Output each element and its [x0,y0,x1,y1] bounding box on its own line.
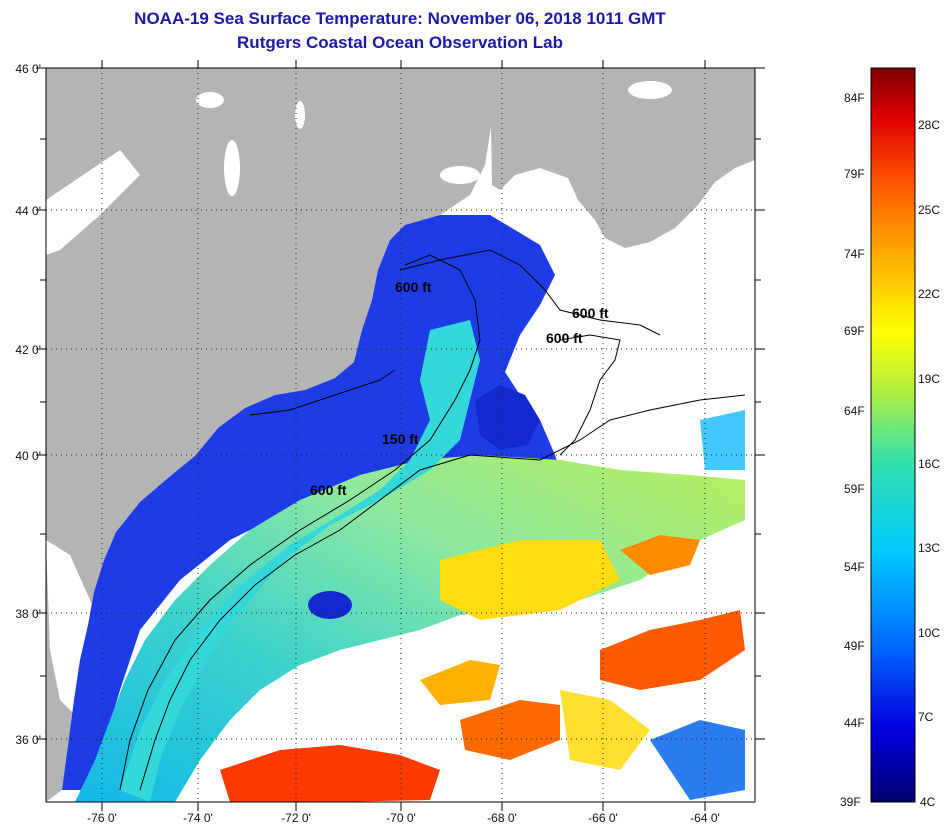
colorbar-label-49f: 49F [844,639,865,653]
lat-tick-label-44: 44 0' [15,204,41,218]
contour-label-4: 150 ft [382,431,419,447]
colorbar-label-79f: 79F [844,167,865,181]
colorbar-label-39f: 39F [840,795,861,809]
colorbar-gradient [870,67,916,803]
land-nova-scotia [596,110,755,240]
colorbar-label-7c: 7C [918,710,934,724]
sst-cold-pocket-georges [475,385,540,450]
colorbar-label-28c: 28C [918,118,940,132]
map-subtitle: Rutgers Coastal Ocean Observation Lab [237,33,563,52]
colorbar-label-19c: 19C [918,372,940,386]
colorbar-label-74f: 74F [844,247,865,261]
lon-tick-label-64: -64 0' [690,811,720,825]
land-us-mainland [46,68,492,802]
sst-water-midshelf [120,320,480,802]
axis-ticks [36,60,765,811]
colorbar-label-4c: 4C [920,795,936,809]
contour-150ft-shelf [119,254,481,791]
colorbar-label-54f: 54F [844,560,865,574]
lon-tick-label-76: -76 0' [87,811,117,825]
lat-tick-label-42: 42 0' [15,343,41,357]
graticule [46,68,755,802]
contour-600ft-shelf [139,394,746,791]
map-area: 600 ft 600 ft 600 ft 150 ft 600 ft [46,68,755,802]
sst-warm-patches [220,410,745,802]
contour-600ft-gulf-maine [399,249,661,336]
lat-tick-label-40: 40 0' [15,449,41,463]
colorbar-label-69f: 69F [844,324,865,338]
lon-tick-label-68: -68 0' [487,811,517,825]
colorbar-label-22c: 22C [918,287,940,301]
colorbar-label-10c: 10C [918,626,940,640]
colorbar-label-84f: 84F [844,91,865,105]
colorbar: 84F 79F 74F 69F 64F 59F 54F 49F 44F 39F … [840,67,940,809]
colorbar-label-25c: 25C [918,203,940,217]
colorbar-label-59f: 59F [844,482,865,496]
contour-label-3: 600 ft [546,330,583,346]
colorbar-label-44f: 44F [844,716,865,730]
lon-tick-label-72: -72 0' [281,811,311,825]
depth-contours [119,249,746,791]
colorbar-label-64f: 64F [844,404,865,418]
contour-label-1: 600 ft [395,279,432,295]
lat-tick-label-46: 46 0' [15,62,41,76]
lon-tick-label-66: -66 0' [588,811,618,825]
colorbar-label-13c: 13C [918,541,940,555]
lon-tick-label-74: -74 0' [183,811,213,825]
contour-label-5: 600 ft [310,482,347,498]
lat-tick-label-38: 38 0' [15,607,41,621]
contour-coastal [249,369,396,416]
contour-label-2: 600 ft [572,305,609,321]
sst-cold-pocket-south [308,591,352,619]
contour-600ft-georges [559,334,621,456]
colorbar-label-16c: 16C [918,457,940,471]
lon-tick-label-70: -70 0' [386,811,416,825]
map-title: NOAA-19 Sea Surface Temperature: Novembe… [134,9,666,28]
lat-tick-label-36: 36 0' [15,733,41,747]
